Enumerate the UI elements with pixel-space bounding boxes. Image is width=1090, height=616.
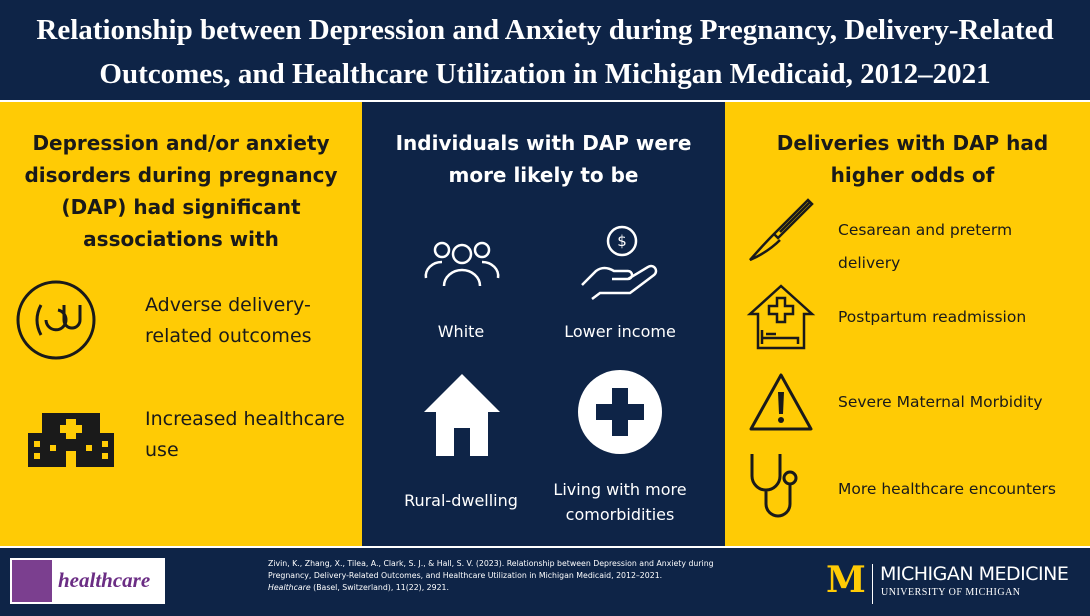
income-icon: $ [581,225,658,300]
middle-item: Living with more comorbidities [553,480,687,524]
middle-item: Lower income [564,322,676,341]
right-item: Cesarean and preterm delivery [838,221,1013,272]
stethoscope-icon [750,454,798,518]
middle-heading: Individuals with DAP were more likely to… [395,131,692,187]
warning-icon [749,373,813,431]
middle-item: Rural-dwelling [404,491,518,510]
logo-sub: UNIVERSITY OF MICHIGAN [881,587,1021,598]
right-item: More healthcare encounters [838,480,1057,498]
delivery-icon [16,280,96,360]
left-heading: Depression and/or anxiety disorders duri… [24,131,338,251]
svg-text:$: $ [617,232,627,250]
middle-item: White [437,322,485,341]
citation-source: (Basel, Switzerland), 11(22), 2921. [313,583,449,592]
logo-letter: M [826,559,866,601]
right-item: Severe Maternal Morbidity [838,393,1043,411]
citation: Zivin, K., Zhang, X., Tilea, A., Clark, … [268,558,728,594]
citation-text: Zivin, K., Zhang, X., Tilea, A., Clark, … [268,559,714,580]
title-band [0,0,1090,100]
scalpel-icon [749,198,814,262]
citation-journal: Healthcare [268,583,311,592]
footer [0,548,1090,616]
plus-icon [578,370,662,454]
left-item: Increased healthcare use [145,408,345,461]
journal-name: healthcare [58,568,151,592]
middle-panel [362,102,725,546]
house-icon [424,374,500,456]
left-item: Adverse delivery-related outcomes [145,294,312,347]
right-item: Postpartum readmission [838,308,1027,326]
hospital-icon [28,413,114,467]
journal-icon [12,560,52,602]
readmission-icon [746,284,816,350]
right-heading: Deliveries with DAP had higher odds of [776,131,1049,187]
left-panel [0,102,362,546]
title: Relationship between Depression and Anxi… [36,14,1054,90]
logo-name: MICHIGAN MEDICINE [880,563,1069,585]
people-icon [424,241,500,287]
logo-divider [872,564,873,604]
